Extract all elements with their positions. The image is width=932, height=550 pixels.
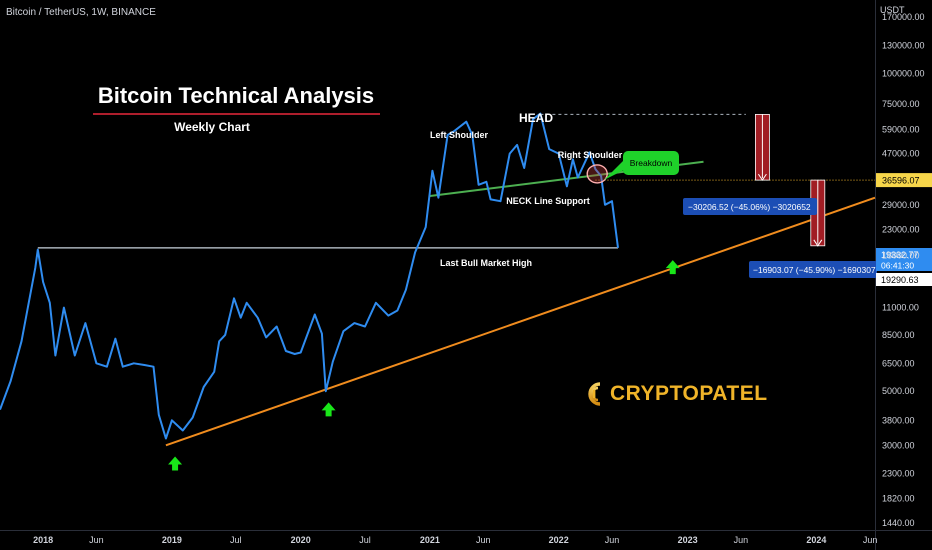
y-tick-label: 3800.00 xyxy=(882,415,915,425)
low-price-tag xyxy=(876,273,932,286)
x-tick-label: Jul xyxy=(359,535,371,545)
y-tick-label: 2300.00 xyxy=(882,469,915,479)
measure-label-1: −30206.52 (−45.06%) −3020652 xyxy=(688,202,811,212)
measure-label-2-bg xyxy=(749,261,877,278)
annotations-layer: Breakdown Bitcoin Technical Analysis Weekl… xyxy=(93,83,877,471)
x-tick-label: Jun xyxy=(734,535,749,545)
countdown-text: 06:41:30 xyxy=(881,261,914,271)
x-tick-label: Jun xyxy=(605,535,620,545)
breakdown-circle xyxy=(586,164,608,184)
breakdown-callout xyxy=(623,151,679,175)
price-series xyxy=(0,112,619,440)
brand-logo: CRYPTOPATEL xyxy=(584,380,768,408)
target-box-2-arrow-head xyxy=(813,239,823,247)
x-tick-label: Jul xyxy=(230,535,242,545)
currency-label: USDT xyxy=(880,5,905,15)
y-tick-label: 11000.00 xyxy=(882,303,919,313)
symbol-label: Bitcoin / TetherUS, 1W, BINANCE xyxy=(6,7,156,18)
neckline-label: NECK Line Support xyxy=(506,196,590,206)
btc-price-line xyxy=(0,112,619,440)
x-tick-label: 2021 xyxy=(420,535,440,545)
y-tick-label: 3000.00 xyxy=(882,440,915,450)
last-price-text: 19332.77 xyxy=(881,250,919,260)
measure-label-1-bg xyxy=(683,198,817,215)
y-tick-label: 130000.00 xyxy=(882,41,925,51)
up-arrow-2022 xyxy=(665,260,680,275)
y-tick-label: 1440.00 xyxy=(882,518,915,528)
y-tick-label: 29000.00 xyxy=(882,200,920,210)
x-tick-label: 2019 xyxy=(162,535,182,545)
y-tick-label: 75000.00 xyxy=(882,99,920,109)
bull-high-label: Last Bull Market High xyxy=(440,258,532,268)
head-label: HEAD xyxy=(519,111,553,125)
y-tick-label: 170000.00 xyxy=(882,12,925,22)
x-tick-label: 2020 xyxy=(291,535,311,545)
y-tick-label: 18000.00 xyxy=(882,250,920,260)
y-tick-label: 100000.00 xyxy=(882,69,925,79)
x-tick-label: Jun xyxy=(89,535,104,545)
brand-name: CRYPTOPATEL xyxy=(610,382,768,405)
target-box-1-arrow-head xyxy=(757,173,767,182)
x-tick-label: 2022 xyxy=(549,535,569,545)
last-price-tag xyxy=(876,248,932,271)
up-arrow-2020 xyxy=(321,402,336,417)
left-shoulder-label: Left Shoulder xyxy=(430,130,488,140)
x-tick-label: 2024 xyxy=(806,535,826,545)
x-tick-label: 2018 xyxy=(33,535,53,545)
logo-icon xyxy=(588,382,601,406)
breakdown-callout-pointer xyxy=(604,160,624,180)
y-tick-label: 47000.00 xyxy=(882,149,920,159)
y-tick-label: 1820.00 xyxy=(882,493,915,503)
y-tick-label: 23000.00 xyxy=(882,224,920,234)
drawings-layer xyxy=(37,113,876,447)
x-tick-label: 2023 xyxy=(678,535,698,545)
low-price-text: 19290.63 xyxy=(881,275,919,285)
x-tick-label: Jun xyxy=(476,535,491,545)
y-tick-label: 8500.00 xyxy=(882,330,915,340)
chart-subtitle: Weekly Chart xyxy=(174,120,250,134)
measure-label-2: −16903.07 (−45.90%) −1690307 xyxy=(753,265,876,275)
up-arrow-2019 xyxy=(168,456,183,471)
neckline-price-tag-text: 36596.07 xyxy=(882,176,920,186)
chart-title: Bitcoin Technical Analysis xyxy=(98,83,374,108)
right-shoulder-label: Right Shoulder xyxy=(558,150,623,160)
support-trendline xyxy=(165,196,876,447)
y-tick-label: 5000.00 xyxy=(882,386,915,396)
neckline-price-tag xyxy=(876,173,932,188)
y-tick-label: 59000.00 xyxy=(882,124,920,134)
y-tick-label: 6500.00 xyxy=(882,358,915,368)
x-tick-label: Jun xyxy=(863,535,878,545)
breakdown-label: Breakdown xyxy=(630,158,673,168)
